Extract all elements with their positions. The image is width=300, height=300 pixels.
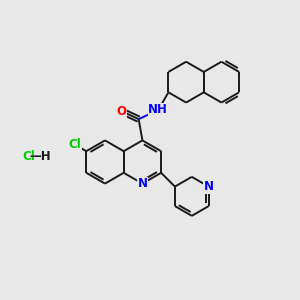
Text: N: N [137, 177, 147, 190]
Text: N: N [204, 180, 214, 193]
Text: Cl: Cl [22, 149, 35, 163]
Text: NH: NH [148, 103, 168, 116]
Text: Cl: Cl [68, 138, 81, 151]
Text: —H: —H [29, 149, 51, 163]
Text: O: O [116, 105, 126, 118]
